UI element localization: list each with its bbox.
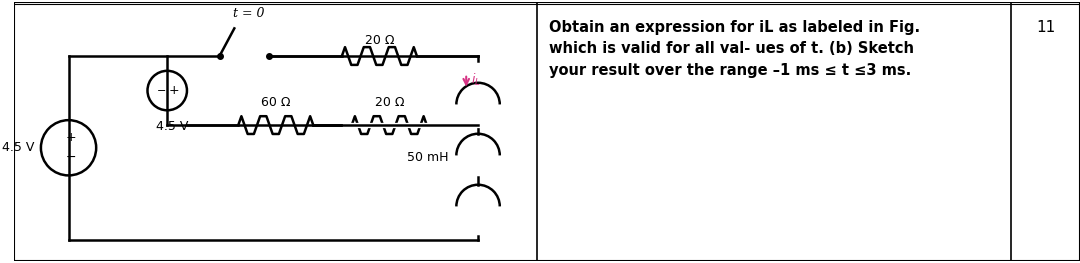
Text: 11: 11	[1036, 19, 1055, 34]
Text: $i_L$: $i_L$	[471, 72, 481, 88]
Text: 20 Ω: 20 Ω	[375, 96, 404, 109]
Text: +: +	[168, 84, 179, 97]
Text: +: +	[65, 132, 76, 144]
Text: 4.5 V: 4.5 V	[156, 120, 188, 133]
Text: 60 Ω: 60 Ω	[261, 96, 291, 109]
Text: 4.5 V: 4.5 V	[2, 141, 33, 154]
Text: −: −	[157, 85, 166, 95]
Text: −: −	[65, 151, 76, 164]
Text: which is valid for all val- ues of t. (b) Sketch: which is valid for all val- ues of t. (b…	[549, 41, 914, 56]
Text: 50 mH: 50 mH	[407, 151, 448, 164]
Text: Obtain an expression for iL as labeled in Fig.: Obtain an expression for iL as labeled i…	[549, 19, 920, 34]
Text: t = 0: t = 0	[233, 7, 265, 21]
Text: 20 Ω: 20 Ω	[365, 34, 394, 47]
Text: your result over the range –1 ms ≤ t ≤3 ms.: your result over the range –1 ms ≤ t ≤3 …	[549, 63, 912, 78]
